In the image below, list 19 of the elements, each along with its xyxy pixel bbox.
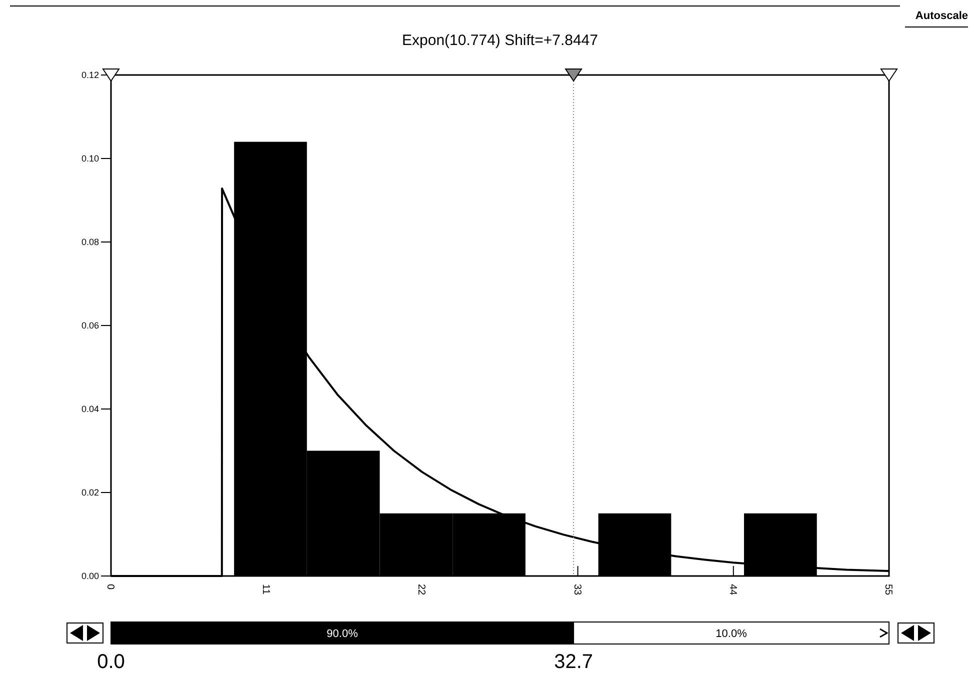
x-tick-label: 33 — [571, 584, 582, 596]
x-tick-label: 11 — [260, 584, 272, 595]
text: 0.0 — [97, 651, 125, 673]
y-tick-label: 0.08 — [81, 237, 99, 248]
y-tick-label: 0.12 — [81, 70, 99, 80]
x-tick-label: 22 — [416, 584, 427, 596]
text: Autoscale — [915, 10, 968, 22]
y-tick-label: 0.10 — [81, 154, 99, 164]
text: 10.0% — [716, 628, 748, 640]
x-tick-label: 44 — [726, 584, 738, 596]
text: 32.7 — [554, 651, 594, 673]
x-tick-label: 55 — [882, 584, 894, 596]
y-tick-label: 0.00 — [81, 571, 99, 582]
y-tick-label: 0.04 — [81, 404, 99, 414]
x-tick-label: 0 — [104, 584, 116, 590]
y-tick-label: 0.02 — [81, 488, 99, 498]
chart-title: Expon(10.774) Shift=+7.8447 — [402, 32, 598, 49]
text: 90.0% — [326, 628, 358, 640]
y-tick-label: 0.06 — [81, 320, 99, 331]
